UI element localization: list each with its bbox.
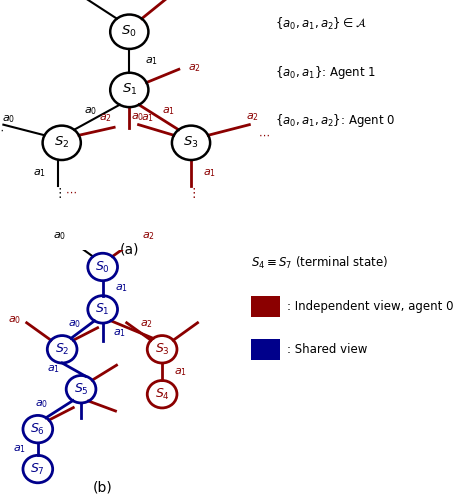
Text: $a_1$: $a_1$ (33, 167, 46, 179)
Text: $a_1$: $a_1$ (115, 282, 128, 294)
Text: $S_4 \equiv S_7$ (terminal state): $S_4 \equiv S_7$ (terminal state) (251, 254, 389, 271)
Text: $S_6$: $S_6$ (30, 422, 46, 437)
Text: $a_0$: $a_0$ (53, 231, 66, 243)
Bar (251, 296, 280, 317)
Text: $a_1$: $a_1$ (146, 55, 158, 67)
Text: : Independent view, agent 0: : Independent view, agent 0 (287, 300, 453, 313)
Text: $a_1$: $a_1$ (203, 167, 216, 179)
Text: $a_0$: $a_0$ (84, 105, 98, 116)
Text: $a_0$: $a_0$ (8, 314, 21, 326)
Text: $a_1$: $a_1$ (174, 366, 187, 378)
Text: $a_2$: $a_2$ (177, 0, 190, 1)
Text: $\{a_0, a_1\}$: Agent 1: $\{a_0, a_1\}$: Agent 1 (275, 64, 376, 81)
Text: (a): (a) (119, 243, 139, 256)
Text: $a_1$: $a_1$ (162, 105, 175, 116)
Text: $S_2$: $S_2$ (55, 342, 69, 357)
Text: $S_0$: $S_0$ (121, 24, 137, 39)
Text: $S_3$: $S_3$ (183, 135, 199, 150)
Text: $a_2$: $a_2$ (99, 112, 112, 124)
Text: $\{a_0, a_1, a_2\}$: Agent 0: $\{a_0, a_1, a_2\}$: Agent 0 (275, 112, 395, 129)
Text: $S_7$: $S_7$ (30, 462, 45, 477)
Text: $S_1$: $S_1$ (122, 82, 137, 97)
Text: $S_5$: $S_5$ (73, 382, 89, 397)
Text: $a_2$: $a_2$ (142, 231, 155, 243)
Text: $\cdots$: $\cdots$ (65, 187, 77, 197)
Text: $S_4$: $S_4$ (155, 387, 170, 402)
Text: $a_1$: $a_1$ (113, 327, 127, 339)
Text: $a_2$: $a_2$ (246, 111, 259, 123)
Text: $a_1$: $a_1$ (141, 112, 154, 124)
Text: $a_0$: $a_0$ (131, 111, 145, 123)
Text: : Shared view: : Shared view (287, 343, 367, 356)
Text: $a_1$: $a_1$ (13, 443, 26, 455)
Text: $a_0$: $a_0$ (68, 319, 81, 330)
Bar (251, 339, 280, 360)
Text: $S_2$: $S_2$ (54, 135, 69, 150)
Text: (b): (b) (93, 480, 112, 494)
Text: $S_3$: $S_3$ (155, 342, 170, 357)
Text: $a_0$: $a_0$ (36, 398, 49, 410)
Text: $a_0$: $a_0$ (2, 113, 15, 125)
Text: $a_1$: $a_1$ (47, 363, 60, 375)
Text: $S_1$: $S_1$ (95, 302, 110, 317)
Text: $\cdots$: $\cdots$ (0, 125, 3, 135)
Text: $S_0$: $S_0$ (95, 259, 110, 274)
Text: $\cdots$: $\cdots$ (258, 130, 270, 140)
Text: $\{a_0, a_1, a_2\} \in \mathcal{A}$: $\{a_0, a_1, a_2\} \in \mathcal{A}$ (275, 16, 366, 32)
Text: $\vdots$: $\vdots$ (187, 186, 195, 200)
Text: $\vdots$: $\vdots$ (54, 186, 63, 200)
Text: $a_2$: $a_2$ (188, 62, 201, 74)
Text: $a_2$: $a_2$ (140, 319, 153, 330)
